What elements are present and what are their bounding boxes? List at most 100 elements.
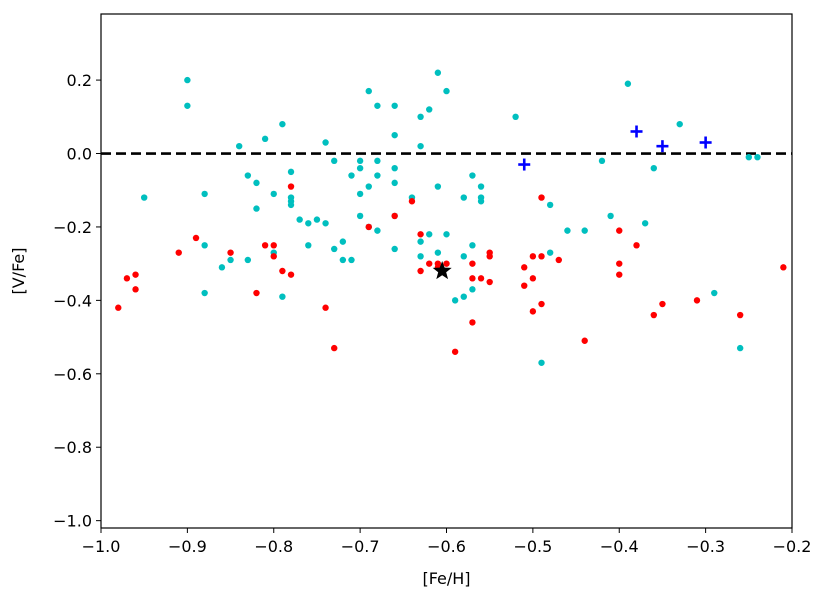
y-tick-label: −0.2 [53, 218, 92, 237]
data-point [261, 135, 269, 143]
x-tick-label: −0.3 [686, 537, 725, 556]
data-point [469, 242, 476, 249]
data-point [477, 198, 485, 205]
x-tick-label: −0.2 [773, 537, 812, 556]
data-point [650, 311, 657, 319]
data-point [374, 172, 381, 179]
data-point [736, 344, 744, 352]
data-point [201, 289, 208, 297]
data-point [486, 278, 493, 286]
data-point [477, 183, 485, 190]
plus-marker [630, 125, 643, 138]
data-point [279, 120, 286, 128]
data-point [391, 179, 398, 187]
data-point [529, 308, 537, 315]
plus-marker [699, 136, 712, 149]
data-point [356, 212, 364, 220]
y-tick-label: 0.2 [67, 71, 92, 90]
data-point [253, 179, 260, 187]
data-point [469, 286, 476, 293]
data-point [244, 172, 252, 179]
y-tick-label: −0.4 [53, 291, 92, 310]
series-plus [518, 125, 712, 171]
data-point [598, 157, 606, 165]
data-point [633, 242, 640, 249]
data-point [693, 297, 701, 304]
data-point [486, 249, 493, 256]
data-point [391, 212, 398, 220]
data-point [460, 194, 467, 201]
data-point [296, 216, 303, 223]
data-point [331, 245, 338, 253]
data-point [244, 256, 252, 264]
data-point [322, 304, 329, 311]
data-point [339, 238, 347, 245]
data-point [356, 165, 364, 172]
data-point [624, 80, 632, 87]
x-tick-label: −1.0 [82, 537, 121, 556]
data-point [132, 286, 139, 293]
data-point [477, 275, 485, 282]
data-point [201, 190, 208, 198]
data-point [469, 275, 476, 282]
data-point [365, 183, 372, 190]
data-point [391, 245, 398, 253]
data-point [469, 172, 476, 179]
data-point [451, 297, 459, 304]
data-point [426, 260, 433, 267]
data-point [391, 131, 398, 139]
data-point [253, 289, 260, 297]
data-point [287, 271, 295, 278]
y-tick-label: −0.6 [53, 365, 92, 384]
data-point [538, 300, 545, 308]
data-point [175, 249, 182, 256]
data-point [339, 256, 347, 264]
data-point [616, 271, 623, 278]
y-axis-title: [V/Fe] [9, 248, 28, 295]
data-point [305, 220, 312, 227]
x-tick-label: −0.9 [168, 537, 207, 556]
data-point [279, 267, 286, 275]
x-tick-label: −0.4 [600, 537, 639, 556]
data-point [365, 87, 372, 95]
data-point [521, 282, 528, 289]
data-point [184, 102, 191, 109]
data-point [469, 319, 476, 326]
x-axis-title: [Fe/H] [422, 569, 470, 588]
series-circle [115, 183, 787, 355]
data-point [348, 172, 355, 179]
y-tick-label: −1.0 [53, 512, 92, 531]
data-point [253, 205, 260, 212]
marks-layer [101, 69, 792, 366]
data-point [391, 102, 398, 109]
data-point [305, 242, 312, 249]
data-point [313, 216, 321, 223]
data-point [443, 260, 450, 267]
data-point [443, 231, 450, 238]
data-point [322, 220, 329, 227]
data-point [192, 234, 200, 242]
x-tick-label: −0.8 [254, 537, 293, 556]
data-point [754, 153, 761, 161]
data-point [348, 256, 355, 264]
data-point [564, 227, 571, 234]
data-point [538, 194, 545, 201]
data-point [374, 102, 381, 109]
data-point [331, 157, 338, 165]
data-point [270, 242, 277, 249]
data-point [426, 231, 433, 238]
data-point [287, 168, 295, 176]
data-point [451, 348, 459, 355]
x-tick-label: −0.6 [427, 537, 466, 556]
data-point [417, 267, 424, 275]
data-point [201, 242, 208, 249]
data-point [227, 256, 234, 264]
y-tick-label: −0.8 [53, 438, 92, 457]
data-point [434, 249, 442, 256]
series-star [432, 261, 452, 280]
data-point [279, 293, 286, 300]
data-point [521, 264, 528, 271]
x-tick-label: −0.7 [341, 537, 380, 556]
data-point [132, 271, 139, 278]
